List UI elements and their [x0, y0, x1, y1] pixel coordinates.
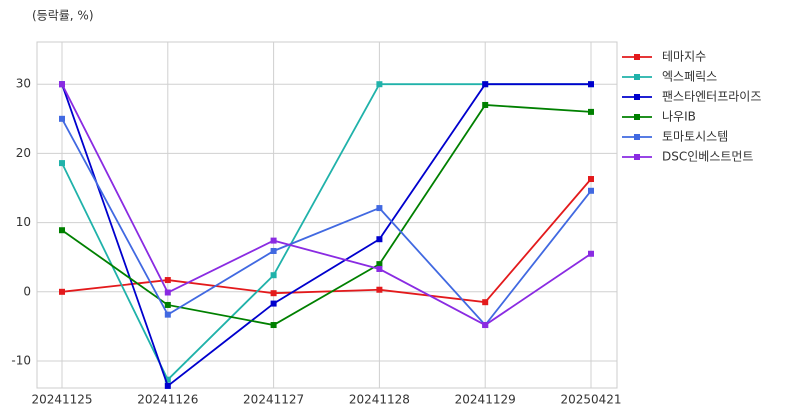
point: [59, 81, 65, 88]
y-tick-label: 20: [16, 146, 31, 160]
point: [376, 261, 383, 268]
point: [164, 289, 171, 296]
plot-frame: [36, 41, 618, 389]
point: [588, 250, 594, 257]
series-line: [61, 118, 592, 327]
point: [482, 322, 489, 329]
x-tick-label: 20241129: [455, 393, 516, 407]
series-line: [61, 83, 591, 388]
series-line: [61, 83, 591, 382]
point: [270, 237, 277, 244]
y-tick-label: -10: [11, 354, 31, 368]
x-tick-label: 20250421: [560, 393, 621, 407]
point: [164, 277, 171, 284]
point: [164, 382, 171, 389]
point: [588, 108, 594, 115]
point: [270, 247, 277, 254]
legend-label: DSC인베스트먼트: [662, 150, 753, 164]
point: [588, 176, 594, 183]
legend-marker: [634, 114, 640, 120]
series-line: [61, 83, 592, 327]
legend-marker: [634, 154, 640, 160]
legend-marker: [634, 134, 640, 140]
point: [270, 290, 277, 297]
point: [59, 115, 65, 122]
legend-label: 테마지수: [662, 50, 706, 64]
point: [482, 81, 489, 88]
point: [164, 301, 171, 308]
point: [376, 286, 383, 293]
y-tick-label: 0: [23, 284, 31, 298]
point: [588, 81, 594, 88]
point: [270, 272, 277, 279]
legend-label: 토마토시스템: [662, 130, 728, 144]
point: [164, 311, 171, 318]
point: [482, 299, 489, 306]
point: [376, 81, 383, 88]
y-tick-label: 10: [16, 215, 31, 229]
x-tick-label: 20241126: [137, 393, 198, 407]
y-tick-label: 30: [16, 77, 31, 91]
point: [59, 160, 65, 167]
y-axis-label: (등락률, %): [32, 9, 94, 23]
legend-label: 팬스타엔터프라이즈: [662, 90, 761, 104]
point: [59, 227, 65, 234]
legend-marker: [634, 74, 640, 80]
legend-label: 나우IB: [662, 110, 696, 124]
legend-label: 엑스페릭스: [662, 70, 717, 84]
point: [270, 300, 277, 307]
legend-marker: [634, 54, 640, 60]
point: [588, 187, 594, 194]
point: [482, 101, 489, 108]
point: [376, 205, 383, 212]
point: [376, 265, 383, 272]
point: [164, 376, 171, 383]
legend-marker: [634, 94, 640, 100]
point: [59, 288, 65, 295]
point: [270, 322, 277, 329]
x-tick-label: 20241128: [349, 393, 410, 407]
series-line: [61, 104, 592, 326]
x-tick-label: 20241127: [243, 393, 304, 407]
point: [376, 236, 383, 243]
x-tick-label: 20241125: [31, 393, 92, 407]
